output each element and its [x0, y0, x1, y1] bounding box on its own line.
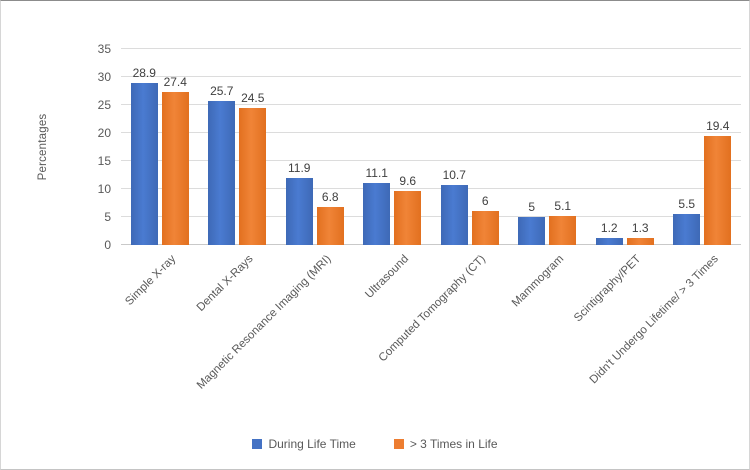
data-label: 5.5 — [678, 197, 696, 212]
y-tick-30: 30 — [97, 70, 111, 84]
bar — [285, 178, 313, 245]
bar-group: 1.2 1.3 — [586, 49, 664, 245]
bar-group: 11.1 9.6 — [354, 49, 432, 245]
bar-wrap: 6 — [471, 194, 499, 245]
legend: During Life Time > 3 Times in Life — [1, 437, 749, 451]
y-tick-15: 15 — [97, 154, 111, 168]
gridline-10 — [121, 188, 741, 189]
data-label: 9.6 — [399, 174, 417, 189]
gridline-30 — [121, 76, 741, 77]
gridline-35 — [121, 48, 741, 49]
data-label: 27.4 — [163, 74, 187, 89]
bar-group: 28.9 27.4 — [121, 49, 199, 245]
x-category-label: Magnetic Resonance Imaging (MRI) — [194, 253, 334, 392]
legend-swatch-orange — [393, 439, 404, 449]
gridline-5 — [121, 216, 741, 217]
data-label: 24.5 — [241, 90, 265, 105]
bar-wrap: 24.5 — [239, 91, 267, 245]
bar-wrap: 5.1 — [549, 199, 577, 245]
bar-groups: 28.9 27.4 25.7 24.5 11.9 6.8 11.1 9.6 10.7 6 5 5.1 1… — [121, 49, 741, 245]
bar-wrap: 6.8 — [316, 190, 344, 245]
x-category-label: Didn't Undergo Lifetime/ > 3 Times — [587, 253, 721, 387]
y-tick-10: 10 — [97, 182, 111, 196]
y-tick-20: 20 — [97, 126, 111, 140]
bar-wrap: 28.9 — [130, 66, 158, 245]
bar-wrap: 9.6 — [394, 174, 422, 245]
bar-wrap: 11.9 — [285, 161, 313, 245]
bar — [549, 216, 577, 245]
gridline-0 — [121, 244, 741, 245]
bar — [316, 206, 344, 245]
x-category-label: Ultrasound — [362, 253, 411, 301]
x-category-label: Computed Tomography (CT) — [376, 253, 489, 365]
gridline-20 — [121, 132, 741, 133]
bar — [363, 182, 391, 245]
x-category-label: Simple X-ray — [123, 253, 179, 309]
y-tick-35: 35 — [97, 42, 111, 56]
y-axis-tick-labels: 0 5 10 15 20 25 30 35 — [61, 42, 111, 252]
bar — [595, 238, 623, 245]
y-tick-25: 25 — [97, 98, 111, 112]
data-label: 10.7 — [442, 168, 466, 183]
data-label: 11.9 — [288, 161, 311, 176]
plot-area: 28.9 27.4 25.7 24.5 11.9 6.8 11.1 9.6 10.7 6 5 5.1 1… — [121, 48, 741, 245]
y-tick-0: 0 — [104, 238, 111, 252]
bar-wrap: 10.7 — [440, 168, 468, 245]
data-label: 25.7 — [210, 84, 234, 99]
gridline-25 — [121, 104, 741, 105]
bar-wrap: 19.4 — [704, 119, 732, 245]
bar — [518, 217, 546, 245]
bar — [208, 101, 236, 245]
data-label: 1.3 — [631, 220, 649, 235]
bar-wrap: 25.7 — [208, 84, 236, 245]
x-category-label: Mammogram — [509, 253, 566, 310]
data-label: 6.8 — [321, 189, 339, 204]
bar — [673, 214, 701, 245]
x-category-label: Dental X-Rays — [194, 253, 256, 314]
legend-label-3-times-in-life: > 3 Times in Life — [409, 437, 498, 451]
y-axis-title: Percentages — [37, 113, 49, 181]
data-label: 1.2 — [600, 221, 618, 236]
bar — [704, 136, 732, 245]
bar — [161, 91, 189, 245]
data-label: 11.1 — [365, 165, 388, 180]
bar — [626, 237, 654, 245]
bar-group: 5 5.1 — [509, 49, 587, 245]
gridline-15 — [121, 160, 741, 161]
bar-group: 11.9 6.8 — [276, 49, 354, 245]
bar-wrap: 5.5 — [673, 197, 701, 245]
bar — [130, 83, 158, 245]
legend-swatch-blue — [252, 439, 263, 449]
bar — [239, 107, 267, 245]
x-category-label: Scintigraphy/PET — [571, 253, 644, 325]
bar-wrap: 5 — [518, 200, 546, 245]
y-tick-5: 5 — [104, 210, 111, 224]
legend-item-3-times-in-life: > 3 Times in Life — [393, 437, 498, 451]
bar — [394, 191, 422, 245]
bar-wrap: 1.3 — [626, 221, 654, 245]
data-label: 6 — [481, 194, 489, 209]
bar-group: 25.7 24.5 — [199, 49, 277, 245]
legend-label-during-life-time: During Life Time — [268, 437, 356, 451]
bar — [471, 211, 499, 245]
data-label: 5.1 — [554, 199, 572, 214]
legend-item-during-life-time: During Life Time — [252, 437, 356, 451]
data-label: 28.9 — [132, 66, 156, 81]
data-label: 19.4 — [706, 119, 730, 134]
bar-wrap: 11.1 — [363, 166, 391, 245]
bar — [440, 185, 468, 245]
bar-wrap: 27.4 — [161, 75, 189, 245]
bar-group: 10.7 6 — [431, 49, 509, 245]
bar-group: 5.5 19.4 — [664, 49, 742, 245]
data-label: 5 — [528, 200, 536, 214]
bar-wrap: 1.2 — [595, 221, 623, 245]
